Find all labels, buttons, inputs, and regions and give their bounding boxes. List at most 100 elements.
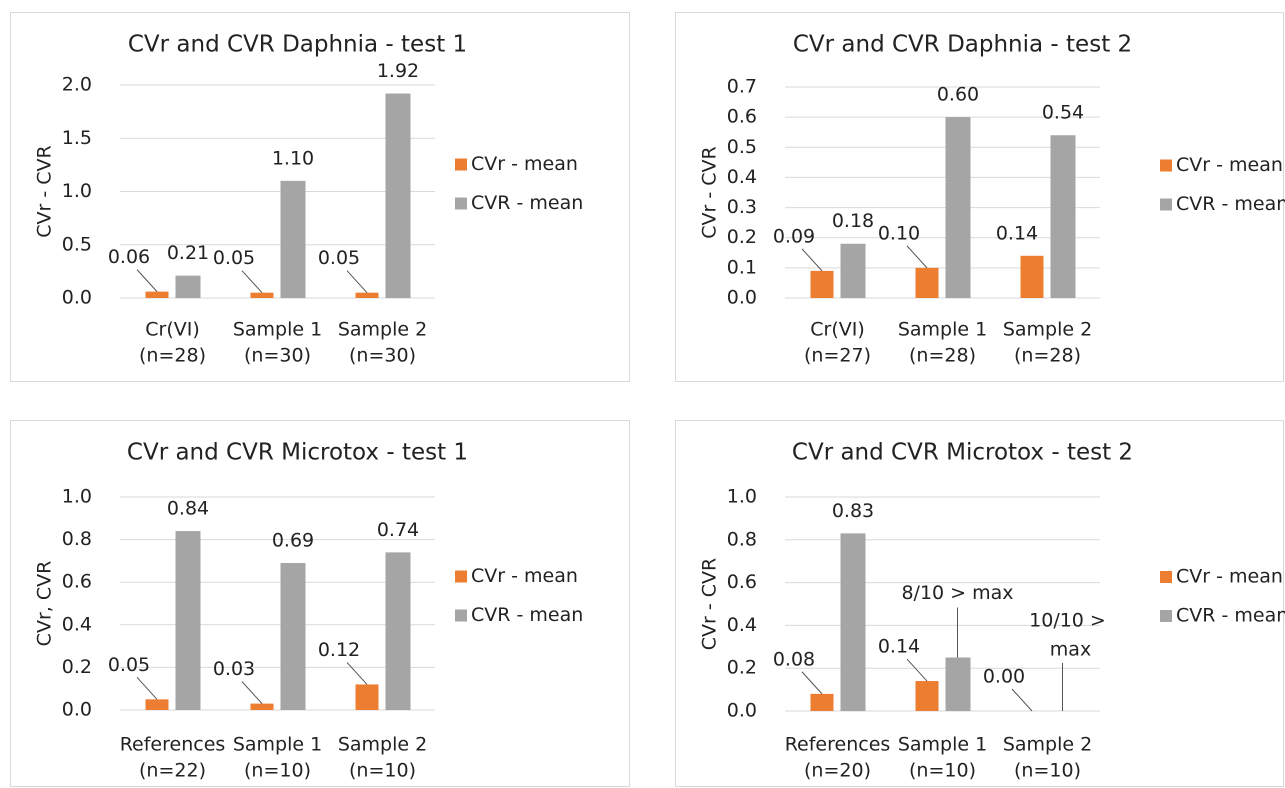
x-tick-label: Cr(VI) (145, 319, 200, 341)
x-tick-label: (n=30) (349, 345, 416, 367)
bar (175, 531, 201, 710)
leader-line (241, 270, 263, 294)
y-tick-label: 0.0 (727, 287, 757, 309)
y-tick-label: 0.8 (727, 528, 757, 550)
annotation: 10/10 > (1029, 610, 1106, 632)
legend-swatch (1160, 159, 1172, 172)
bar (175, 275, 201, 298)
bar (250, 292, 274, 298)
x-tick-label: (n=27) (804, 345, 871, 367)
panel-border (675, 420, 1284, 787)
leader-line (136, 677, 158, 700)
value-label: 0.69 (272, 530, 314, 552)
value-label: 0.09 (773, 225, 815, 247)
x-tick-label: Cr(VI) (810, 319, 865, 341)
x-tick-label: References (785, 734, 891, 756)
y-tick-label: 0.0 (62, 287, 92, 309)
value-label: 0.14 (996, 222, 1038, 244)
y-tick-label: 0.0 (727, 700, 757, 722)
x-tick-label: Sample 2 (338, 319, 427, 341)
y-tick-label: 0.4 (62, 613, 92, 635)
x-tick-label: (n=10) (1014, 760, 1081, 782)
bar (1050, 135, 1076, 298)
leader-line (801, 671, 823, 695)
leader-line (906, 658, 928, 682)
panel-border (675, 12, 1284, 382)
x-tick-label: (n=28) (909, 345, 976, 367)
x-tick-label: (n=28) (1014, 345, 1081, 367)
bar (915, 267, 939, 298)
panel-border (10, 420, 630, 787)
leader-line (801, 248, 823, 272)
y-tick-label: 2.0 (62, 74, 92, 96)
y-tick-label: 0.1 (727, 256, 757, 278)
x-tick-label: References (120, 734, 226, 756)
bar (145, 291, 169, 298)
value-label: 0.12 (318, 639, 360, 661)
bar (280, 180, 306, 298)
bar (840, 533, 866, 711)
legend-label: CVR - mean (471, 604, 583, 626)
y-tick-label: 0.6 (62, 571, 92, 593)
y-tick-label: 0.2 (727, 657, 757, 679)
legend-label: CVr - mean (1176, 154, 1283, 176)
x-tick-label: (n=28) (139, 345, 206, 367)
y-tick-label: 1.0 (62, 180, 92, 202)
y-tick-label: 1.0 (62, 486, 92, 508)
bar (250, 703, 274, 710)
x-tick-label: Sample 1 (898, 319, 987, 341)
bar (810, 693, 834, 711)
y-tick-label: 0.2 (62, 656, 92, 678)
value-label: 0.05 (318, 247, 360, 269)
value-label: 0.08 (773, 648, 815, 670)
x-tick-label: (n=10) (349, 760, 416, 782)
annotation: 8/10 > max (901, 582, 1013, 604)
leader-line (136, 269, 158, 292)
bar (1020, 255, 1044, 298)
x-tick-label: (n=30) (244, 345, 311, 367)
chart-title: CVr and CVR Daphnia - test 1 (128, 32, 467, 58)
legend-label: CVr - mean (1176, 566, 1283, 588)
y-axis-title: CVr - CVR (34, 145, 56, 237)
y-tick-label: 1.0 (727, 486, 757, 508)
bar (355, 292, 379, 298)
bar (385, 93, 411, 299)
x-tick-label: Sample 1 (233, 319, 322, 341)
x-tick-label: Sample 1 (233, 734, 322, 756)
value-label: 0.06 (108, 246, 150, 268)
leader-line (346, 662, 368, 685)
value-label: 0.60 (937, 84, 979, 106)
y-tick-label: 0.0 (62, 699, 92, 721)
y-tick-label: 0.2 (727, 226, 757, 248)
chart-title: CVr and CVR Daphnia - test 2 (793, 32, 1132, 58)
x-tick-label: Sample 2 (1003, 734, 1092, 756)
value-label: 0.14 (878, 636, 920, 658)
value-label: 0.21 (167, 242, 209, 264)
x-tick-label: (n=22) (139, 760, 206, 782)
value-label: 0.84 (167, 498, 209, 520)
value-label: 0.10 (878, 222, 920, 244)
y-tick-label: 0.5 (727, 136, 757, 158)
legend-label: CVr - mean (471, 565, 578, 587)
y-tick-label: 0.3 (727, 196, 757, 218)
chart-panel: CVr and CVR Microtox - test 1 CVr, CVR 0.0… (10, 420, 630, 787)
value-label: 0.18 (832, 210, 874, 232)
value-label: 0.54 (1042, 102, 1084, 124)
x-tick-label: (n=10) (244, 760, 311, 782)
value-label: 1.92 (377, 60, 419, 82)
leader-line (346, 270, 368, 294)
chart-panel: CVr and CVR Daphnia - test 2 CVr - CVR 0.0… (675, 12, 1285, 382)
legend-swatch (455, 158, 467, 171)
value-label: 0.83 (832, 500, 874, 522)
value-label: 0.05 (213, 247, 255, 269)
legend-swatch (1160, 610, 1172, 622)
x-tick-label: Sample 1 (898, 734, 987, 756)
leader-line (906, 245, 928, 269)
legend-label: CVr - mean (471, 153, 578, 175)
y-tick-label: 0.6 (727, 571, 757, 593)
chart-title: CVr and CVR Microtox - test 2 (792, 440, 1133, 466)
y-tick-label: 0.8 (62, 528, 92, 550)
legend-swatch (455, 197, 467, 210)
x-tick-label: Sample 2 (1003, 319, 1092, 341)
